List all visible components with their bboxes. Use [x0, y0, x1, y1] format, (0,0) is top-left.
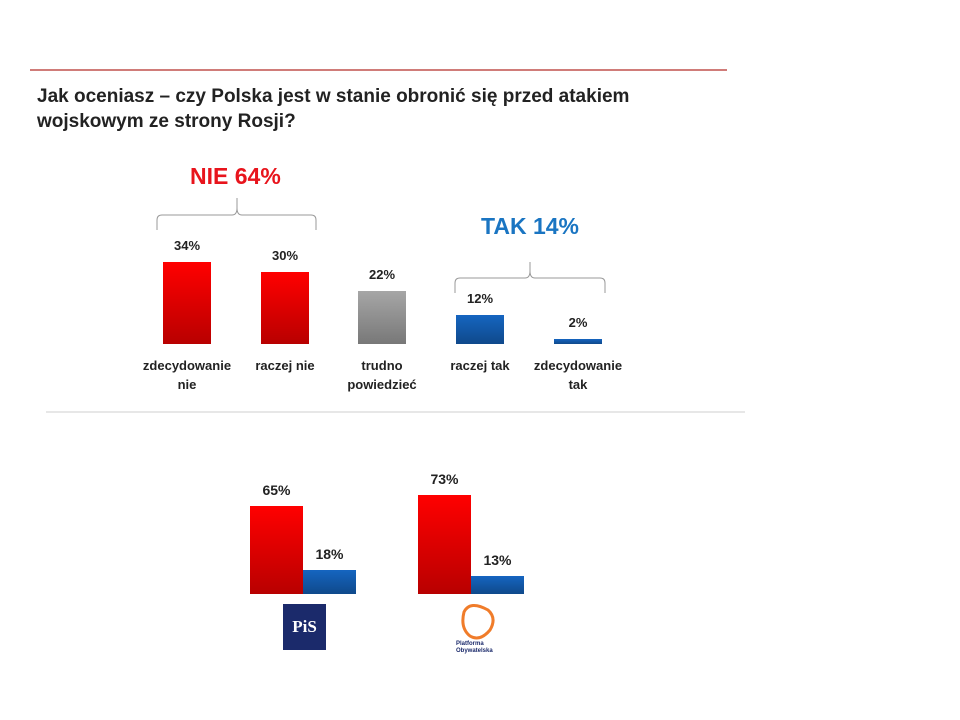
bar [163, 262, 211, 344]
bar [418, 494, 471, 594]
x-tick-label: raczej tak [450, 358, 510, 373]
x-tick-label: trudno powiedzieć [347, 358, 417, 392]
bar [471, 576, 524, 594]
bar [358, 291, 406, 344]
brace-nie [156, 198, 317, 230]
x-tick-label: zdecydowanie nie [142, 358, 232, 392]
value-label: 12% [466, 291, 494, 307]
pis-logo [283, 604, 326, 650]
annotation: NIE 64% [190, 163, 281, 189]
category-label: Platforma Obywatelska [456, 641, 493, 654]
category-label: PiS [292, 617, 317, 636]
brace-tak [454, 262, 606, 293]
bar [554, 339, 602, 344]
value-label: 65% [262, 481, 291, 498]
bar [456, 315, 504, 344]
value-label: 73% [430, 470, 459, 487]
x-tick-label: zdecydowanie tak [533, 358, 623, 392]
po-logo [461, 604, 495, 640]
bar [250, 505, 303, 594]
value-label: 22% [368, 267, 396, 283]
annotation: TAK 14% [481, 213, 579, 239]
value-label: 13% [483, 552, 512, 569]
value-label: 18% [315, 545, 344, 562]
chart-title: Jak oceniasz – czy Polska jest w stanie … [37, 86, 630, 132]
x-tick-label: raczej nie [255, 358, 315, 373]
value-label: 30% [271, 248, 299, 263]
bar [303, 569, 356, 594]
value-label: 2% [568, 315, 588, 331]
value-label: 34% [173, 238, 201, 254]
bar [261, 272, 309, 344]
